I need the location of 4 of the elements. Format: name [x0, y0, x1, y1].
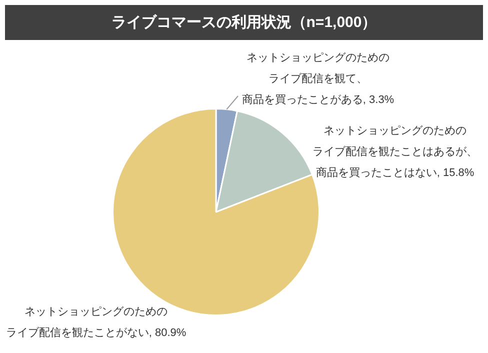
slice-label: ネットショッピングのためのライブ配信を観て、商品を買ったことがある, 3.3% — [242, 52, 394, 106]
chart-title: ライブコマースの利用状況（n=1,000） — [5, 5, 483, 40]
slice-label: ネットショッピングのためのライブ配信を観たことはあるが、商品を買ったことはない, 15.8% — [312, 125, 478, 180]
slice-label: ネットショッピングのためのライブ配信を観たことがない, 80.9% — [6, 306, 186, 340]
